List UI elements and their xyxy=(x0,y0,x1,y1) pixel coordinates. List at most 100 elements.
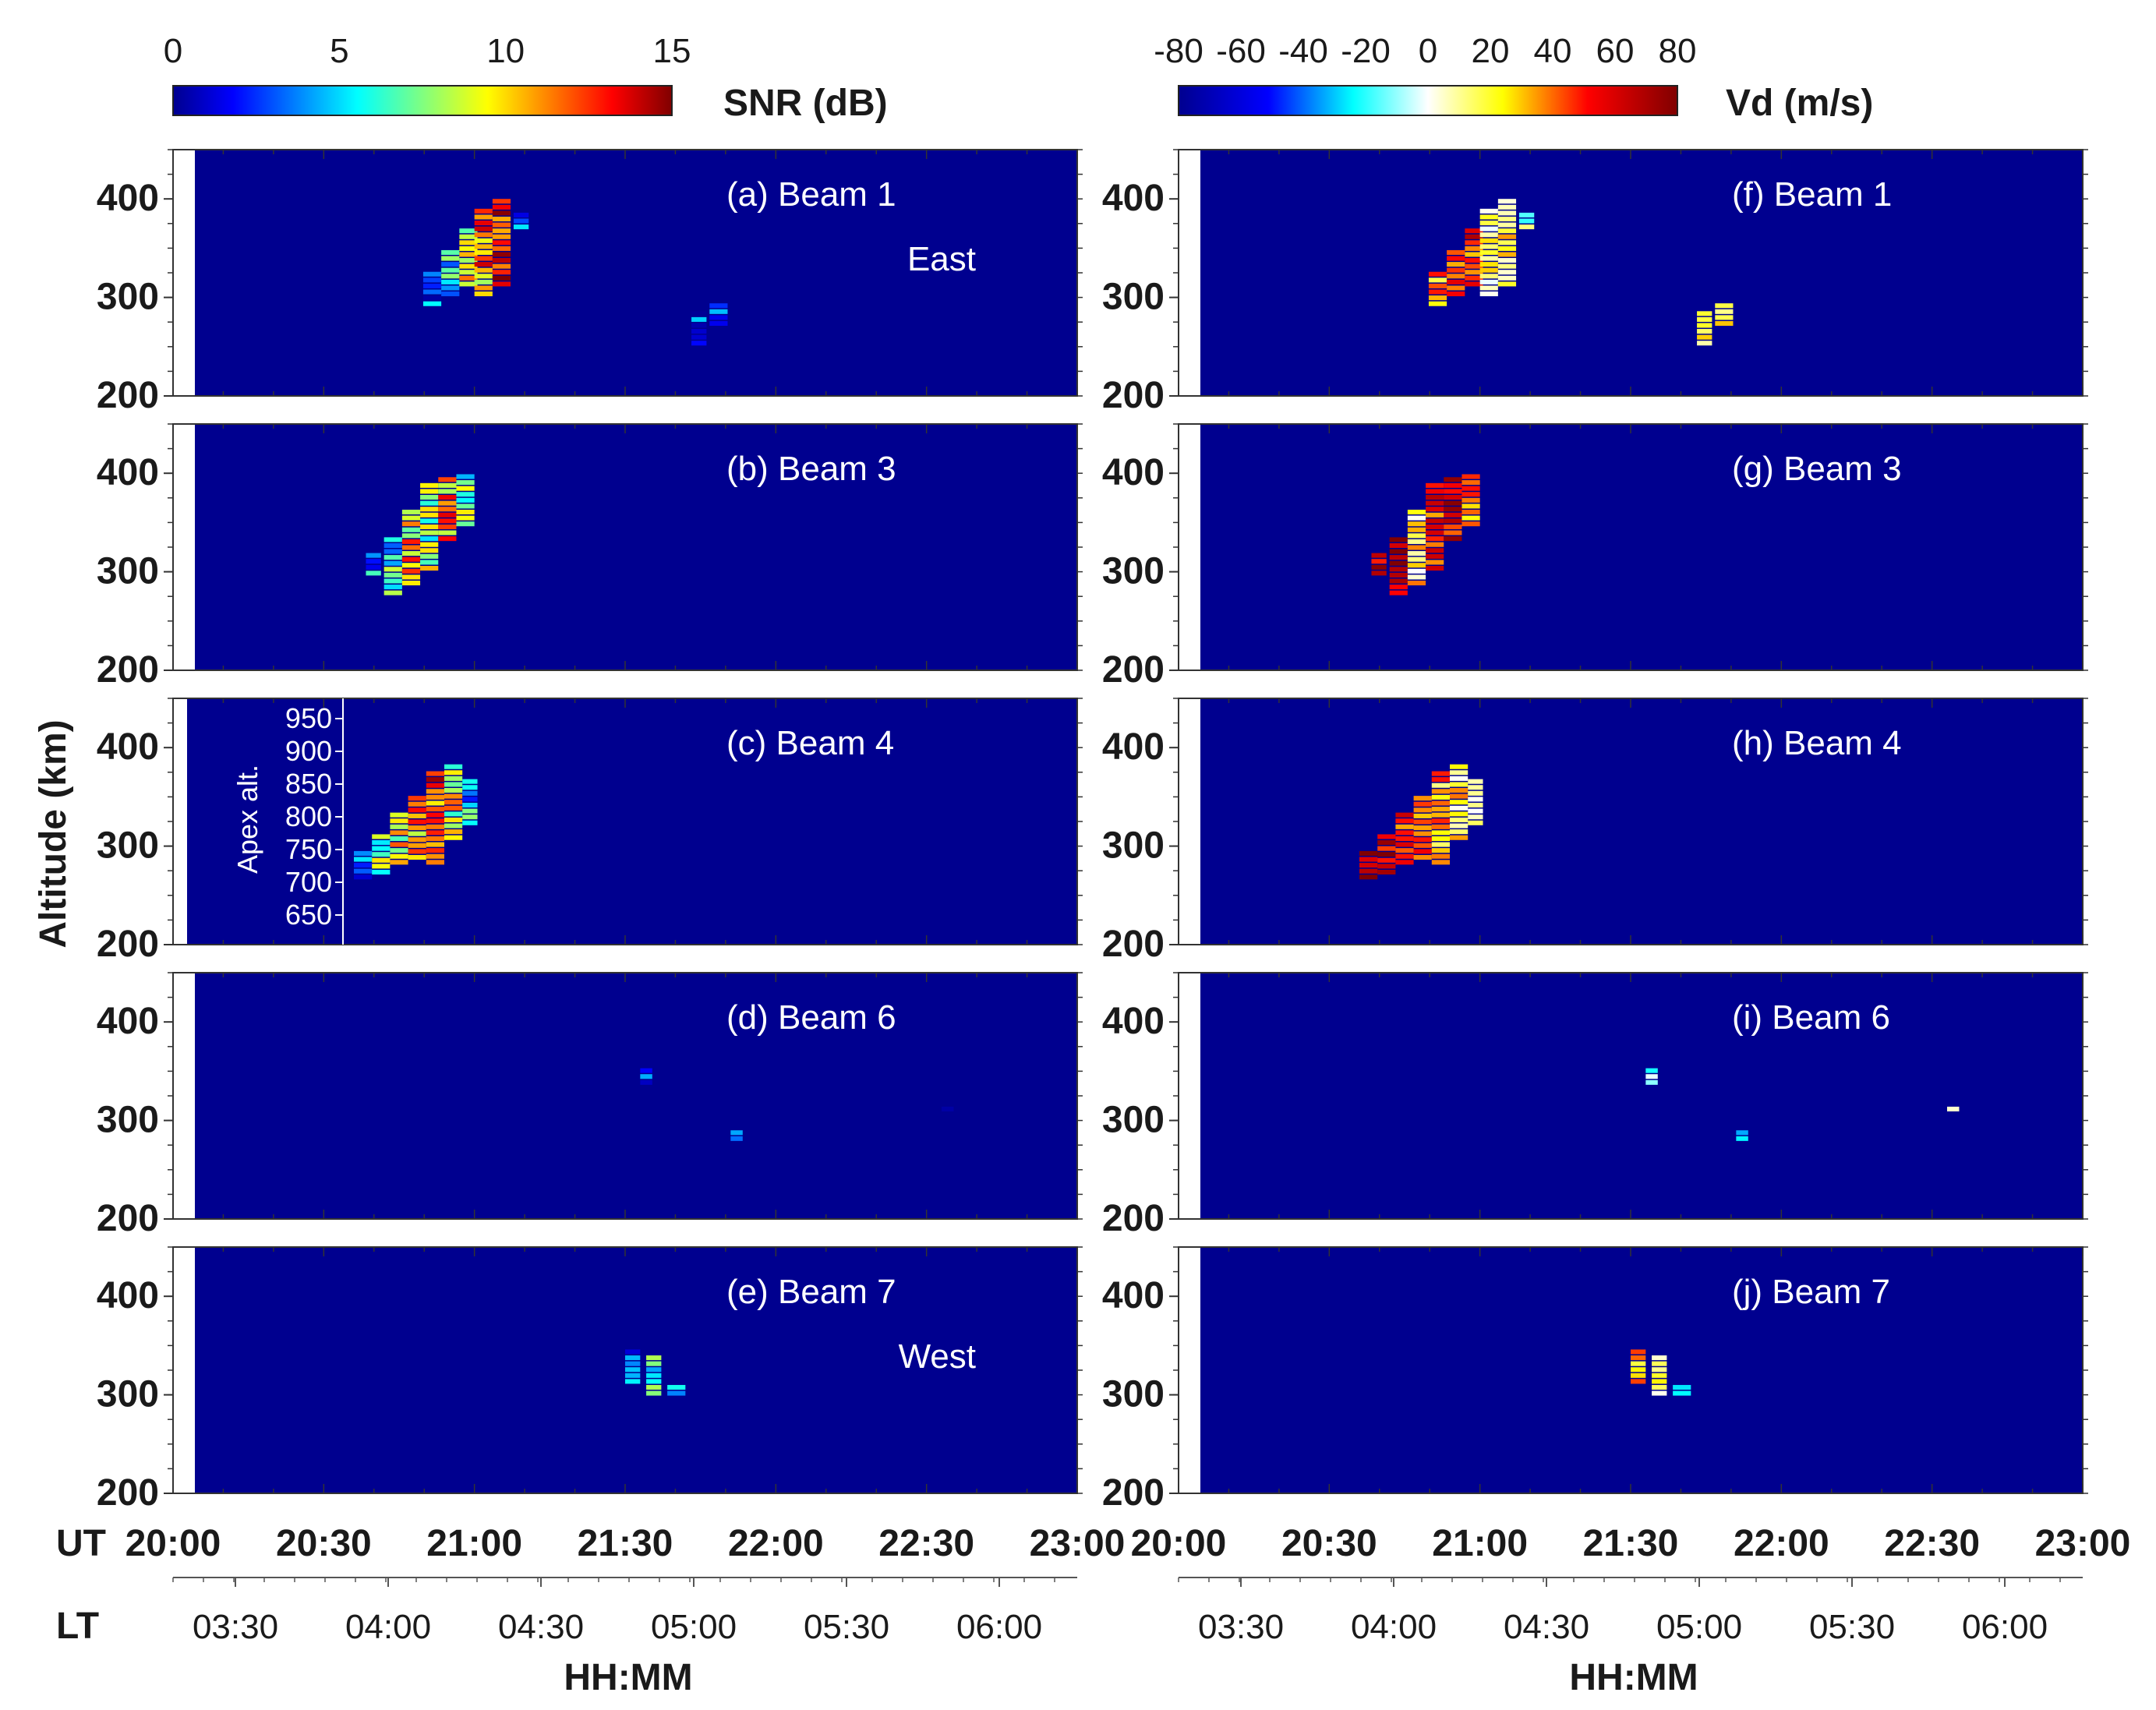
echo-bin xyxy=(1479,226,1498,231)
echo-bin xyxy=(1479,214,1498,220)
panel-label: (b) Beam 3 xyxy=(726,450,896,488)
echo-bin xyxy=(492,222,511,228)
echo-bin xyxy=(459,281,478,287)
y-tick-label: 300 xyxy=(1102,277,1165,318)
y-tick-label: 300 xyxy=(97,1374,159,1415)
echo-bin xyxy=(456,509,475,515)
echo-bin xyxy=(408,849,426,854)
echo-bin xyxy=(1631,1367,1646,1373)
echo-bin xyxy=(383,590,402,595)
echo-bin xyxy=(366,564,381,570)
y-tick-label: 200 xyxy=(1102,1198,1165,1239)
echo-bin xyxy=(1447,274,1465,279)
echo-bin xyxy=(1447,249,1465,255)
ut-tick-label: 21:30 xyxy=(1583,1523,1679,1564)
echo-bin xyxy=(646,1355,662,1361)
echo-bin xyxy=(438,500,457,506)
panel-label: (d) Beam 6 xyxy=(726,998,896,1037)
echo-bin xyxy=(492,252,511,257)
colorbar-tick-label: -80 xyxy=(1154,32,1203,70)
echo-bin xyxy=(459,270,478,275)
echo-bin xyxy=(1395,830,1414,836)
echo-bin xyxy=(492,281,511,287)
echo-bin xyxy=(408,831,426,836)
echo-bin xyxy=(444,782,463,787)
echo-bin xyxy=(372,864,391,869)
panel-label: (a) Beam 1 xyxy=(726,175,896,214)
echo-bin xyxy=(390,848,408,853)
echo-bin xyxy=(1715,315,1734,320)
panel-background xyxy=(187,698,1077,945)
y-tick-label: 400 xyxy=(1102,1275,1165,1316)
echo-bin xyxy=(492,210,511,216)
echo-bin xyxy=(390,830,408,836)
echo-bin xyxy=(1359,863,1378,868)
echo-bin xyxy=(438,518,457,524)
ut-tick-label: 20:30 xyxy=(1281,1523,1377,1564)
echo-bin xyxy=(730,1130,743,1136)
echo-bin xyxy=(1447,285,1465,291)
echo-bin xyxy=(1426,512,1444,518)
echo-bin xyxy=(1389,555,1408,560)
echo-bin xyxy=(354,863,373,868)
echo-bin xyxy=(492,216,511,222)
echo-bin xyxy=(372,840,391,846)
echo-bin xyxy=(1426,566,1444,571)
echo-bin xyxy=(408,813,426,818)
echo-bin xyxy=(441,256,460,261)
panel-background xyxy=(195,973,1077,1219)
echo-bin xyxy=(492,263,511,269)
vd-panel-2: 200 300 400 (g) Beam 3 xyxy=(1102,423,2088,691)
echo-bin xyxy=(383,578,402,584)
echo-bin xyxy=(492,204,511,210)
echo-bin xyxy=(426,842,444,847)
panel-label: (j) Beam 7 xyxy=(1732,1273,1890,1311)
echo-bin xyxy=(456,492,475,497)
echo-bin xyxy=(1450,823,1469,829)
echo-bin xyxy=(1447,256,1465,261)
echo-bin xyxy=(1377,864,1396,869)
colorbar-tick-label: 15 xyxy=(653,32,691,70)
echo-bin xyxy=(459,228,478,234)
y-tick-label: 200 xyxy=(97,649,159,691)
echo-bin xyxy=(1479,256,1498,261)
echo-bin xyxy=(1497,204,1517,210)
echo-bin xyxy=(691,341,707,346)
echo-bin xyxy=(625,1349,641,1355)
y-tick-label: 300 xyxy=(97,551,159,592)
panel-background xyxy=(195,424,1077,670)
echo-bin xyxy=(1497,228,1517,234)
echo-bin xyxy=(1407,563,1426,568)
echo-bin xyxy=(474,238,493,243)
panel-background xyxy=(195,150,1077,396)
echo-bin xyxy=(709,320,728,327)
echo-bin xyxy=(640,1068,652,1073)
echo-bin xyxy=(1465,234,1483,239)
echo-bin xyxy=(1407,545,1426,550)
echo-bin xyxy=(1518,212,1535,217)
echo-bin xyxy=(401,533,421,539)
echo-bin xyxy=(462,797,478,802)
echo-bin xyxy=(1645,1079,1658,1085)
lt-tick-label: 06:00 xyxy=(1962,1608,2048,1646)
echo-bin xyxy=(1518,218,1535,224)
apex-tick-label: 650 xyxy=(285,899,332,931)
echo-bin xyxy=(474,256,493,261)
echo-bin xyxy=(1431,771,1450,776)
echo-bin xyxy=(1426,553,1444,559)
echo-bin xyxy=(1468,820,1483,825)
snr-colorbar-label: SNR (dB) xyxy=(723,83,888,124)
echo-bin xyxy=(1461,492,1480,497)
echo-bin xyxy=(366,571,381,576)
echo-bin xyxy=(372,834,391,839)
echo-bin xyxy=(1428,301,1447,306)
echo-bin xyxy=(1479,238,1498,243)
echo-bin xyxy=(1395,853,1414,859)
echo-bin xyxy=(1652,1379,1667,1384)
echo-bin xyxy=(1413,831,1432,836)
echo-bin xyxy=(438,489,457,494)
y-tick-label: 400 xyxy=(1102,726,1165,768)
lt-axis-label: LT xyxy=(56,1606,99,1647)
echo-bin xyxy=(366,559,381,564)
lt-tick-label: 03:30 xyxy=(193,1608,278,1646)
